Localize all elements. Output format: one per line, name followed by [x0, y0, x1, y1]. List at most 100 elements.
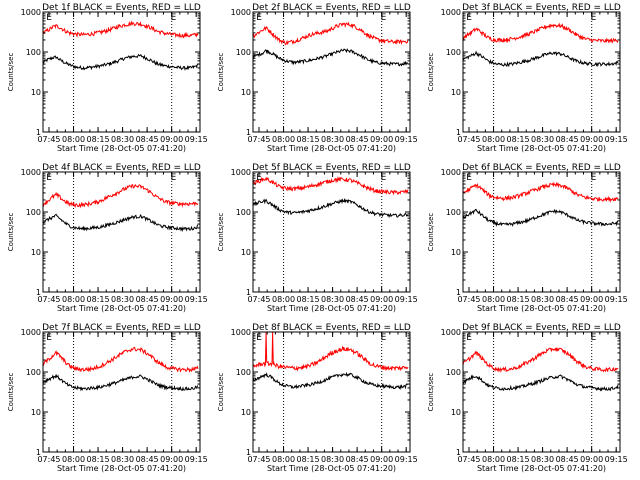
x-tick-label: 08:30	[321, 135, 344, 144]
x-tick-label: 08:15	[87, 295, 110, 304]
y-tick-label: 100	[236, 48, 251, 57]
flag-marker: E	[46, 333, 52, 343]
events-series-line	[43, 374, 199, 392]
lld-series-line	[43, 183, 199, 209]
y-tick-label: 1000	[441, 8, 461, 17]
plot-frame	[462, 331, 621, 453]
x-tick-label: 08:00	[482, 135, 505, 144]
y-axis-label: Counts/sec	[7, 373, 15, 412]
y-axis-label: Counts/sec	[427, 53, 435, 92]
y-axis-label: Counts/sec	[427, 213, 435, 252]
y-tick-label: 100	[26, 208, 41, 217]
x-tick-label: 08:00	[272, 455, 295, 464]
plot-frame	[252, 11, 411, 133]
plot-frame	[252, 331, 411, 453]
x-tick-label: 08:45	[556, 135, 579, 144]
lld-series-line	[253, 21, 409, 46]
y-tick-label: 10	[241, 408, 251, 417]
y-tick-label: 10	[451, 88, 461, 97]
x-tick-label: 08:45	[136, 455, 159, 464]
plot-frame	[42, 11, 201, 133]
flag-marker: E	[591, 173, 597, 183]
y-tick-label: 1	[36, 128, 41, 137]
y-tick-label: 1	[246, 128, 251, 137]
y-tick-label: 100	[236, 368, 251, 377]
y-tick-label: 1000	[231, 168, 251, 177]
x-tick-label: 09:00	[160, 295, 183, 304]
lld-series-line	[253, 175, 409, 196]
x-tick-label: 09:00	[370, 135, 393, 144]
y-tick-label: 1000	[21, 328, 41, 337]
events-series-line	[463, 208, 618, 228]
x-tick-label: 07:45	[457, 455, 480, 464]
y-axis-label: Counts/sec	[7, 53, 15, 92]
x-tick-label: 09:15	[605, 295, 628, 304]
x-tick-label: 08:00	[272, 135, 295, 144]
flag-marker: E	[591, 13, 597, 23]
events-series-line	[253, 371, 409, 391]
flag-marker: E	[256, 333, 262, 343]
x-tick-label: 08:15	[507, 295, 530, 304]
y-tick-label: 1	[456, 448, 461, 457]
x-tick-label: 07:45	[247, 455, 270, 464]
x-tick-label: 08:30	[321, 295, 344, 304]
y-tick-label: 1	[36, 288, 41, 297]
x-axis-label: Start Time (28-Oct-05 07:41:20)	[477, 464, 606, 473]
x-tick-label: 07:45	[37, 455, 60, 464]
panel-title: Det 9f BLACK = Events, RED = LLD	[462, 323, 621, 333]
y-tick-label: 1	[246, 288, 251, 297]
flag-marker: E	[256, 173, 262, 183]
y-tick-label: 10	[451, 408, 461, 417]
x-tick-label: 08:45	[346, 135, 369, 144]
x-tick-label: 08:45	[136, 295, 159, 304]
events-series-line	[463, 374, 619, 392]
x-tick-label: 07:45	[457, 295, 480, 304]
x-tick-label: 09:15	[605, 455, 628, 464]
y-axis-label: Counts/sec	[427, 373, 435, 412]
y-tick-label: 1000	[441, 328, 461, 337]
x-tick-label: 07:45	[247, 295, 270, 304]
x-tick-label: 08:00	[482, 295, 505, 304]
plot-frame	[252, 171, 411, 293]
y-tick-label: 100	[236, 208, 251, 217]
x-tick-label: 08:30	[111, 295, 134, 304]
x-tick-label: 08:15	[297, 135, 320, 144]
x-axis-label: Start Time (28-Oct-05 07:41:20)	[477, 144, 606, 153]
y-axis-label: Counts/sec	[217, 373, 225, 412]
panel-title: Det 8f BLACK = Events, RED = LLD	[252, 323, 411, 333]
x-tick-label: 09:15	[395, 135, 418, 144]
x-tick-label: 08:00	[62, 135, 85, 144]
lld-series-line	[463, 347, 619, 373]
flag-marker: E	[466, 13, 472, 23]
x-tick-label: 09:00	[580, 135, 603, 144]
x-tick-label: 09:15	[395, 455, 418, 464]
y-tick-label: 10	[241, 88, 251, 97]
x-tick-label: 08:15	[507, 455, 530, 464]
flag-marker: E	[466, 333, 472, 343]
x-tick-label: 08:45	[556, 295, 579, 304]
y-tick-label: 1000	[21, 168, 41, 177]
events-series-line	[253, 48, 409, 67]
plot-frame	[462, 11, 621, 133]
y-axis-label: Counts/sec	[217, 53, 225, 92]
x-tick-label: 08:15	[297, 455, 320, 464]
y-tick-label: 100	[446, 48, 461, 57]
x-tick-label: 09:00	[580, 455, 603, 464]
x-tick-label: 09:15	[185, 135, 208, 144]
y-tick-label: 100	[446, 208, 461, 217]
x-tick-label: 08:15	[87, 135, 110, 144]
panel-title: Det 6f BLACK = Events, RED = LLD	[462, 163, 621, 173]
events-series-line	[253, 197, 409, 219]
x-tick-label: 08:00	[272, 295, 295, 304]
x-tick-label: 08:45	[346, 455, 369, 464]
x-tick-label: 08:45	[136, 135, 159, 144]
flag-marker: E	[381, 173, 387, 183]
x-tick-label: 07:45	[247, 135, 270, 144]
x-tick-label: 09:15	[395, 295, 418, 304]
